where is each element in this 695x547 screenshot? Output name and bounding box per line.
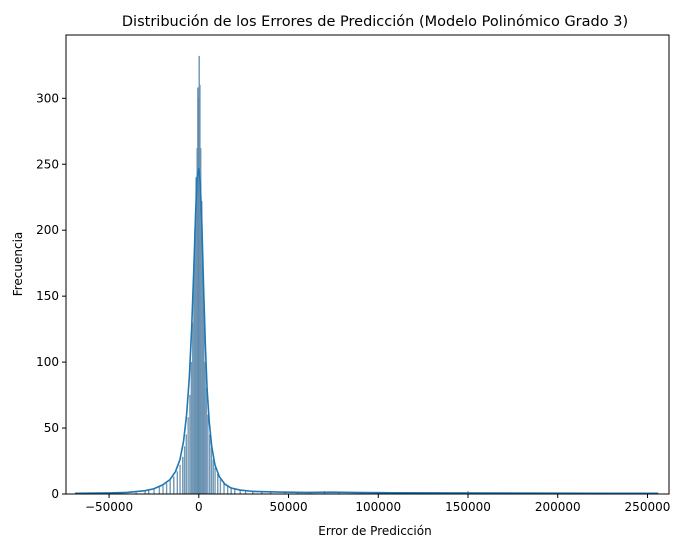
y-tick-label-6: 300 xyxy=(36,91,59,105)
histogram-bar-17 xyxy=(191,322,194,495)
histogram-bar-34 xyxy=(210,447,213,495)
x-tick-label-2: 50000 xyxy=(269,500,307,514)
y-tick-label-5: 250 xyxy=(36,157,59,171)
y-tick-label-1: 50 xyxy=(44,421,59,435)
histogram-bar-19 xyxy=(194,230,196,495)
histogram-bar-33 xyxy=(209,434,211,495)
histogram-bar-36 xyxy=(214,467,216,495)
histogram-bar-32 xyxy=(207,414,209,495)
x-tick-label-4: 150000 xyxy=(445,500,491,514)
histogram-bar-4 xyxy=(158,487,161,495)
x-axis: −50000 0 50000 100000 150000 200000 250000 xyxy=(85,494,670,514)
histogram-bar-39 xyxy=(223,483,225,495)
histogram-bar-6 xyxy=(165,483,168,495)
histogram-bar-14 xyxy=(187,417,189,495)
histogram-bar-37 xyxy=(217,474,219,495)
histogram-bars xyxy=(76,55,658,495)
x-tick-label-5: 200000 xyxy=(535,500,581,514)
y-axis-label: Frecuencia xyxy=(11,232,25,297)
histogram-bar-40 xyxy=(226,485,229,495)
x-tick-label-0: −50000 xyxy=(85,500,133,514)
histogram-bar-8 xyxy=(173,476,175,495)
kde-curve xyxy=(74,168,659,495)
y-tick-label-0: 0 xyxy=(51,487,59,501)
x-tick-label-6: 250000 xyxy=(625,500,671,514)
histogram-bar-38 xyxy=(219,479,222,495)
chart-title: Distribución de los Errores de Predicció… xyxy=(122,14,628,30)
histogram-bar-13 xyxy=(185,434,187,495)
histogram-bar-31 xyxy=(205,388,208,495)
y-tick-label-3: 150 xyxy=(36,289,59,303)
histogram-bar-5 xyxy=(162,485,164,495)
histogram-bar-29 xyxy=(203,309,205,495)
y-axis: 0 50 100 150 200 250 300 xyxy=(36,91,66,501)
x-axis-label: Error de Predicción xyxy=(318,524,431,538)
histogram-bar-9 xyxy=(176,471,179,495)
histogram-bar-10 xyxy=(179,464,181,495)
histogram-bar-11 xyxy=(182,456,184,495)
histogram-bar-18 xyxy=(193,276,195,495)
histogram-bar-30 xyxy=(204,361,206,495)
histogram-bar-16 xyxy=(190,361,193,495)
kde-curve-layer xyxy=(74,168,659,495)
histogram-bar-7 xyxy=(169,480,171,495)
histogram-bar-35 xyxy=(212,459,214,495)
y-tick-label-2: 100 xyxy=(36,355,59,369)
plot-area-frame xyxy=(65,34,670,495)
x-tick-label-1: 0 xyxy=(195,500,203,514)
histogram-bar-15 xyxy=(189,394,191,495)
x-tick-label-3: 100000 xyxy=(355,500,401,514)
y-tick-label-4: 200 xyxy=(36,223,59,237)
histogram-bar-12 xyxy=(183,446,186,495)
